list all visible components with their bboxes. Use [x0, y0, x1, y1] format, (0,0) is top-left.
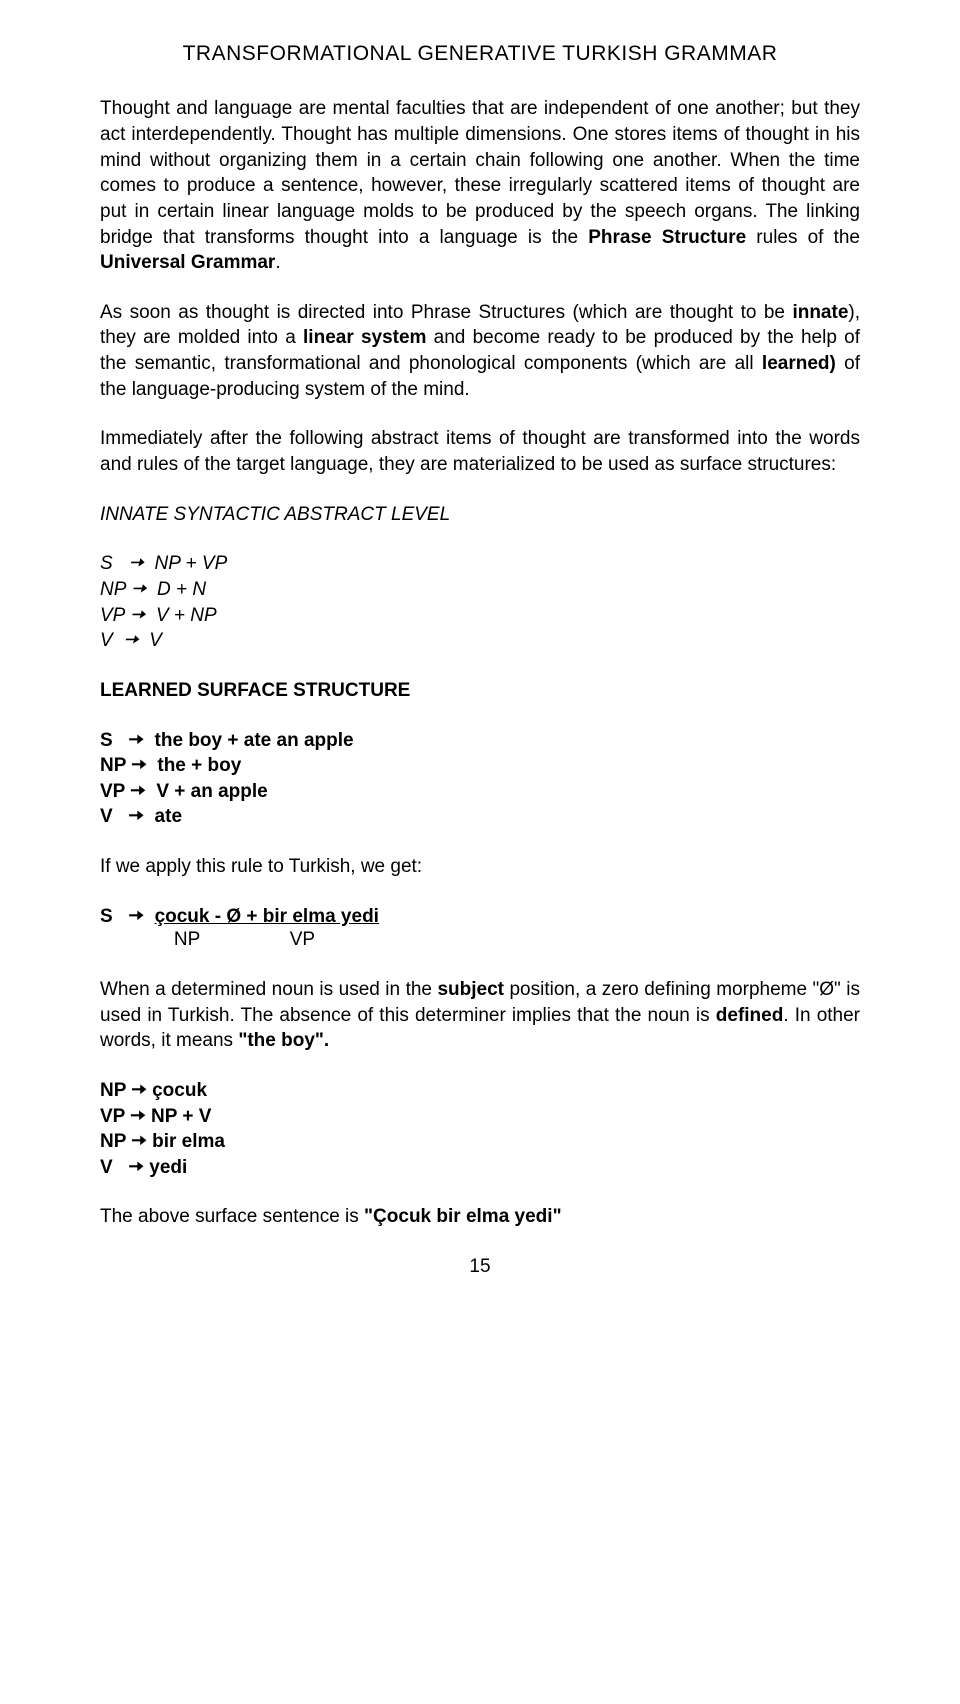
learned-heading: LEARNED SURFACE STRUCTURE: [100, 678, 860, 704]
text-bold: linear system: [303, 327, 426, 348]
rule-line: V 🠆 ate: [100, 804, 860, 830]
text: Thought and language are mental facultie…: [100, 98, 860, 247]
final-rules: NP 🠆 çocuk VP 🠆 NP + V NP 🠆 bir elma V 🠆…: [100, 1078, 860, 1181]
paragraph-2: As soon as thought is directed into Phra…: [100, 300, 860, 403]
rule-line: NP 🠆 D + N: [100, 577, 860, 603]
text: .: [275, 252, 280, 273]
rule-line: VP 🠆 NP + V: [100, 1104, 860, 1130]
rule-line: VP 🠆 V + an apple: [100, 779, 860, 805]
text-bold: defined: [716, 1005, 784, 1026]
underlined-text: çocuk - Ø + bir elma yedi: [155, 906, 379, 927]
text-bold: "Çocuk bir elma yedi": [364, 1206, 562, 1227]
apply-line: If we apply this rule to Turkish, we get…: [100, 854, 860, 880]
paragraph-4: When a determined noun is used in the su…: [100, 977, 860, 1054]
page-title: TRANSFORMATIONAL GENERATIVE TURKISH GRAM…: [100, 40, 860, 68]
text-bold: Phrase Structure: [588, 227, 746, 248]
rule-line: NP 🠆 bir elma: [100, 1129, 860, 1155]
paragraph-1: Thought and language are mental facultie…: [100, 96, 860, 275]
text: S 🠆: [100, 906, 155, 927]
rule-line: S 🠆 çocuk - Ø + bir elma yedi: [100, 904, 860, 930]
page-number: 15: [100, 1254, 860, 1280]
rule-line: V 🠆 yedi: [100, 1155, 860, 1181]
text-bold: innate: [792, 302, 848, 323]
text: As soon as thought is directed into Phra…: [100, 302, 792, 323]
rule-line: S 🠆 NP + VP: [100, 551, 860, 577]
turkish-sublabels: NP VP: [100, 927, 860, 953]
paragraph-3: Immediately after the following abstract…: [100, 426, 860, 477]
rule-line: VP 🠆 V + NP: [100, 603, 860, 629]
text: When a determined noun is used in the: [100, 979, 437, 1000]
text: rules of the: [746, 227, 860, 248]
turkish-rule: S 🠆 çocuk - Ø + bir elma yedi: [100, 904, 860, 930]
learned-rules: S 🠆 the boy + ate an apple NP 🠆 the + bo…: [100, 728, 860, 831]
text: The above surface sentence is: [100, 1206, 364, 1227]
innate-rules: S 🠆 NP + VP NP 🠆 D + N VP 🠆 V + NP V 🠆 V: [100, 551, 860, 654]
text-bold: subject: [437, 979, 504, 1000]
innate-heading: INNATE SYNTACTIC ABSTRACT LEVEL: [100, 502, 860, 528]
rule-line: V 🠆 V: [100, 628, 860, 654]
text-bold: "the boy".: [238, 1030, 329, 1051]
rule-line: NP 🠆 the + boy: [100, 753, 860, 779]
rule-line: NP 🠆 çocuk: [100, 1078, 860, 1104]
text-bold: Universal Grammar: [100, 252, 275, 273]
rule-line: S 🠆 the boy + ate an apple: [100, 728, 860, 754]
text-bold: learned): [762, 353, 836, 374]
closing-line: The above surface sentence is "Çocuk bir…: [100, 1204, 860, 1230]
